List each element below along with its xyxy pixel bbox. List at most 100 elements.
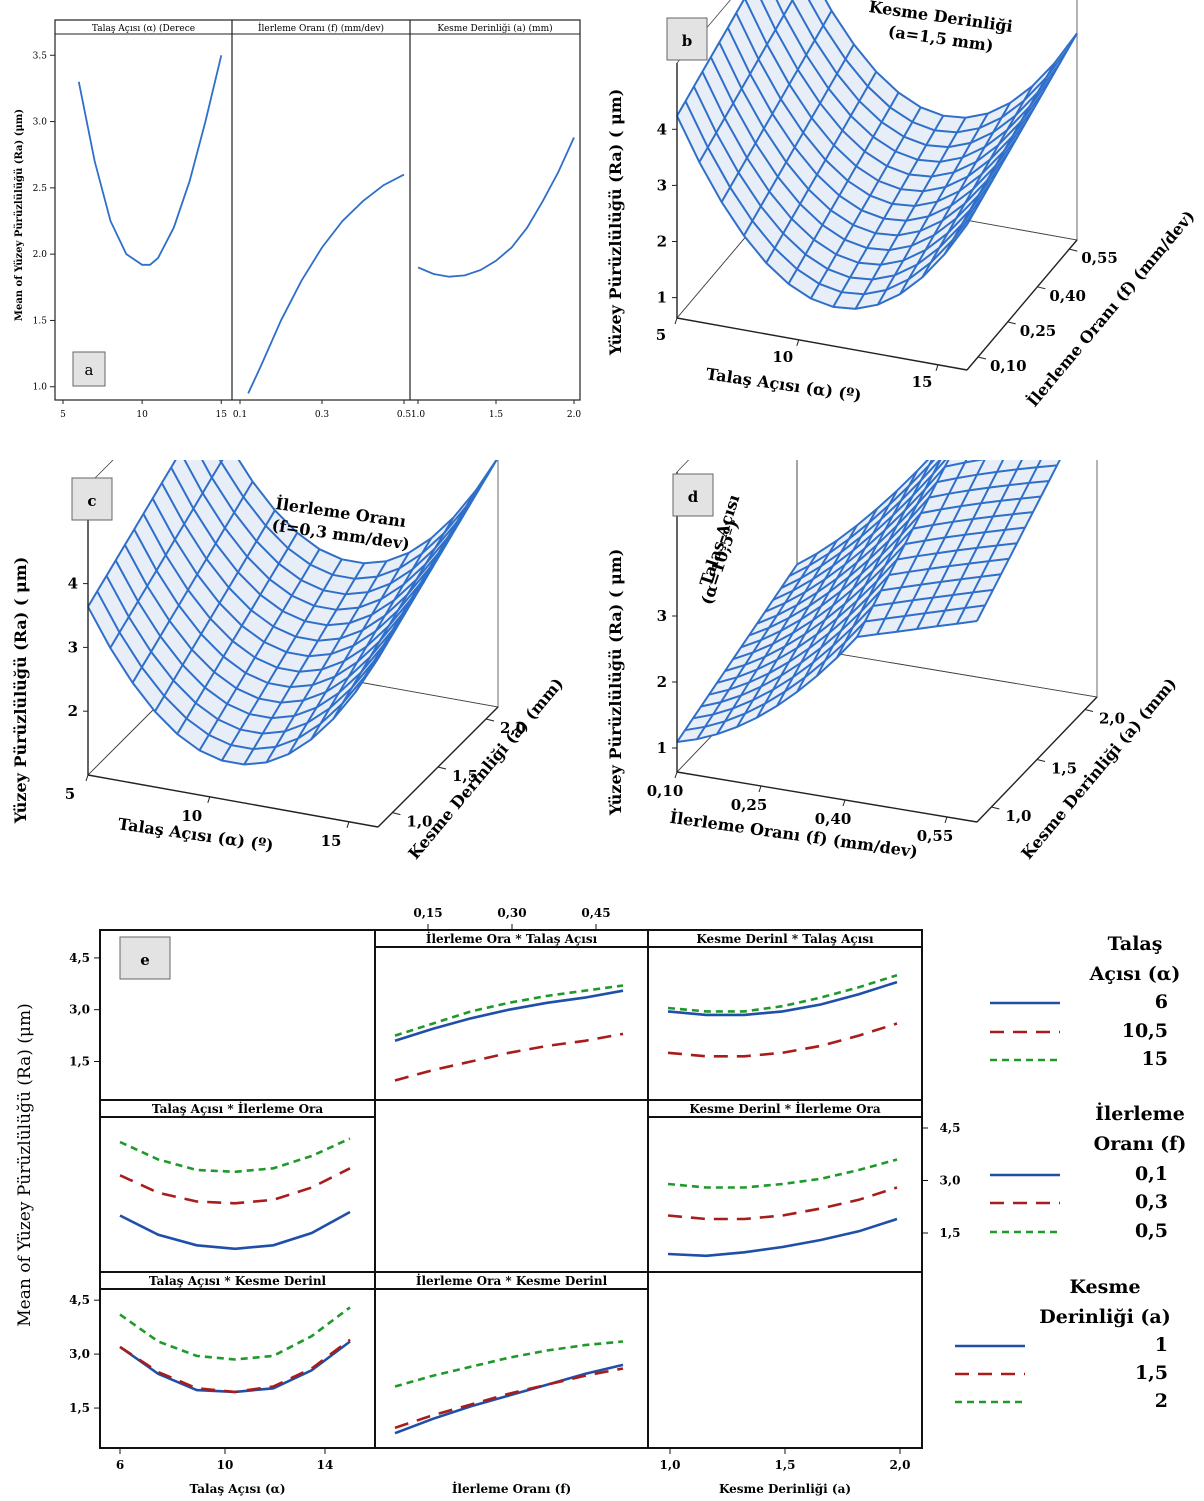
- chart-e-ytick-label: 3,0: [69, 1003, 90, 1017]
- chart-e-right-ytick-label: 3,0: [940, 1174, 961, 1188]
- surface-c-ytick: [392, 812, 401, 816]
- surface-d-ytick-label: 1,5: [1051, 760, 1077, 778]
- chart-e-ytick-label: 1,5: [69, 1401, 90, 1415]
- surface-d-mesh-line: [936, 460, 1023, 627]
- chart-e-ytick-label: 4,5: [69, 951, 90, 965]
- surface-c-mesh-line: [142, 513, 435, 673]
- surface-b-xtick-label: 15: [912, 373, 933, 391]
- chart-a-ytick-label: 3.5: [33, 51, 48, 61]
- chart-a-xtick-label: 5: [60, 410, 66, 420]
- panel-e-label: e: [140, 951, 150, 969]
- panel-a-label-box: [72, 351, 106, 387]
- surface-d-ztick-label: 3: [657, 607, 667, 625]
- surface-b-mesh-line: [744, 0, 1036, 193]
- chart-e-ytick-label: 4,5: [69, 1293, 90, 1307]
- chart-e-cell-title: İlerleme Ora * Kesme Derinl: [416, 1273, 608, 1288]
- chart-e-xtick-label: 1,0: [660, 1458, 681, 1472]
- surface-d-mesh-line: [772, 460, 947, 601]
- surface-d-mesh-line: [748, 480, 1050, 637]
- surface-b-ytick-label: 0,10: [990, 357, 1027, 375]
- surface-d-ztick-label: 2: [657, 673, 667, 691]
- surface-b-mesh-line: [760, 0, 1044, 178]
- surface-b-mesh-line: [854, 117, 967, 310]
- chart-e-legend-entry: 0,3: [1135, 1191, 1168, 1213]
- surface-d-mesh-line: [788, 460, 936, 578]
- surface-b-mesh-line: [832, 115, 945, 308]
- chart-e-cell-title: Talaş Açısı * İlerleme Ora: [152, 1101, 324, 1116]
- chart-e-cell-title: Kesme Derinl * İlerleme Ora: [689, 1101, 881, 1116]
- chart-e-legend-entry: 10,5: [1122, 1020, 1168, 1042]
- chart-a-facet-title: Talaş Açısı (α) (Derece: [92, 23, 195, 34]
- chart-e-line-r0c1-dashed: [394, 1032, 624, 1082]
- surface-b-mesh-line: [684, 100, 977, 296]
- chart-e-line-r0c2-dotted: [667, 973, 898, 1013]
- surface-d-xtick-label: 0,40: [815, 810, 852, 828]
- chart-e: 1,5 3,0 4,5 1,5 3,0 4,5 0,15 0,30 0,45 6 10 14 Talaş…: [15, 906, 1187, 1496]
- surface-d-x-axis: [676, 771, 978, 823]
- surface-d-mesh-line: [716, 539, 838, 735]
- surface-d-mesh-line: [776, 490, 898, 707]
- chart-e-xlabel: İlerleme Oranı (f): [452, 1481, 571, 1496]
- chart-e-line-r2c0-dashed: [119, 1338, 351, 1394]
- surface-d-mesh-line: [756, 464, 1058, 625]
- surface-b-mesh-line: [876, 112, 989, 306]
- surface-b-ytick: [1069, 248, 1078, 252]
- chart-a-line-1: [77, 55, 223, 266]
- surface-c-mesh-line: [96, 590, 389, 751]
- surface-c-mesh-line: [87, 460, 177, 608]
- surface-c-ztick-label: 4: [68, 575, 78, 593]
- surface-c-ytick-label: 1,0: [406, 813, 432, 831]
- surface-c-ztick-label: 2: [68, 702, 78, 720]
- surface-d-xtick: [842, 799, 846, 807]
- chart-a-ytick-label: 2.5: [33, 184, 48, 194]
- surface-c-mesh-line: [201, 460, 481, 596]
- surface-d-xlabel: İlerleme Oranı (f) (mm/dev): [669, 807, 920, 862]
- chart-e-line-r1c0-solid: [119, 1210, 351, 1251]
- surface-b-ztick-label: 1: [657, 289, 667, 307]
- surface-c-ytick-label: 1,5: [452, 767, 478, 785]
- surface-d-mesh-line: [976, 460, 1061, 622]
- panel-b-label-box: [666, 17, 708, 61]
- surface-d-ylabel: Kesme Derinliği (a) (mm): [1017, 674, 1180, 863]
- chart-e-legend-title: Oranı (f): [1094, 1133, 1187, 1155]
- panel-d-label: d: [688, 488, 699, 506]
- surface-d-mesh-line: [796, 460, 930, 566]
- panel-e-label-box: [119, 936, 171, 980]
- surface-b-xtick: [935, 364, 939, 371]
- chart-e-cell-title: İlerleme Ora * Talaş Açısı: [426, 931, 598, 946]
- surface-d-mesh-line: [756, 508, 878, 719]
- surface-d-mesh-line: [708, 557, 1010, 696]
- chart-e-line-r0c1-dotted: [394, 984, 624, 1037]
- surface-d-xtick: [758, 785, 762, 793]
- surface-b-mesh-line: [807, 0, 1070, 134]
- surface-c-x-axis: [87, 774, 379, 828]
- surface-d-zlabel: Yüzey Pürüzlülüğü (Ra) ( μm): [606, 549, 625, 817]
- surface-d-mesh-line: [732, 511, 1034, 661]
- surface-c-xtick-label: 5: [65, 785, 75, 803]
- surface-b-mesh-line: [676, 0, 745, 117]
- surface-c-xtick: [346, 821, 350, 828]
- surface-d-ytick: [1084, 709, 1094, 712]
- surface-d-mesh-line: [796, 470, 918, 693]
- panel-c-label: c: [87, 492, 96, 510]
- chart-e-top-xtick-label: 0,15: [413, 906, 442, 920]
- surface-d-mesh-line: [740, 495, 1042, 649]
- surface-b-mesh-line: [692, 86, 985, 281]
- surface-d-mesh-line: [876, 460, 968, 635]
- surface-d-xtick-label: 0,55: [917, 827, 954, 845]
- surface-b-mesh-line: [726, 27, 1019, 222]
- chart-e-line-r1c0-dashed: [119, 1167, 351, 1205]
- chart-a-xtick-label: 0.1: [233, 410, 247, 420]
- chart-e-legend-title: Kesme: [1069, 1276, 1140, 1298]
- chart-e-line-r1c2-solid: [667, 1217, 898, 1258]
- chart-a-xtick-label: 1.0: [411, 410, 426, 420]
- chart-a-frame: [54, 19, 581, 401]
- panel-a-label: a: [85, 361, 94, 379]
- chart-e-legend-entry: 6: [1155, 991, 1168, 1013]
- chart-e-ytick-label: 3,0: [69, 1347, 90, 1361]
- surface-c-mesh-line: [124, 544, 416, 704]
- surface-d-mesh-line: [780, 460, 942, 590]
- surface-c-mesh-line: [105, 575, 398, 735]
- surface-b-mesh-line: [765, 71, 878, 264]
- chart-e-top-xtick-label: 0,30: [497, 906, 526, 920]
